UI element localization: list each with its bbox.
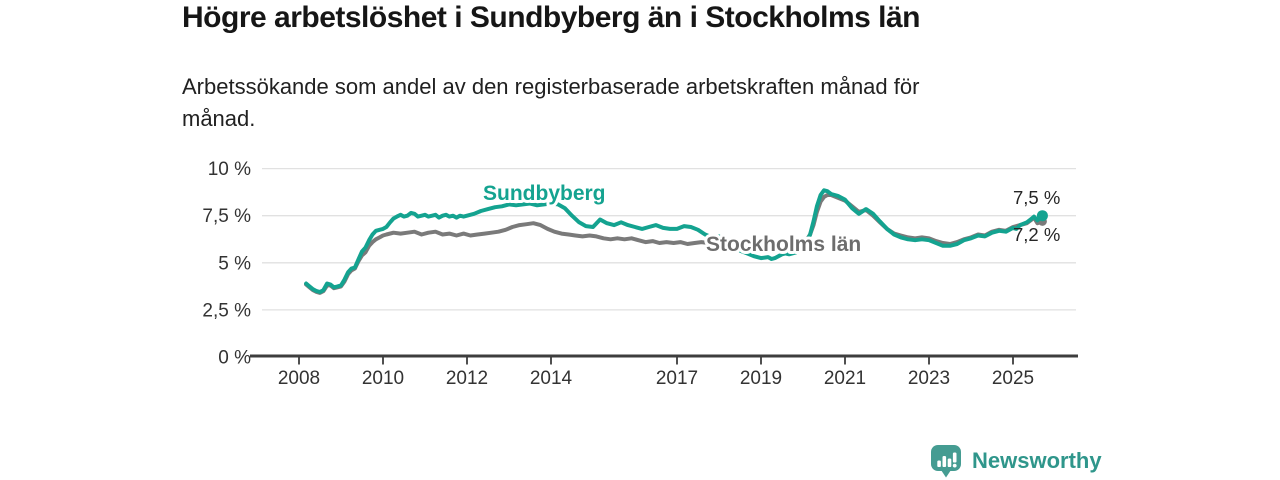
chart-subtitle: Arbetssökande som andel av den registerb… [182,71,919,135]
x-tick-label: 2010 [362,368,404,389]
chart-title: Högre arbetslöshet i Sundbyberg än i Sto… [182,1,920,34]
series-label-stockholms-lan: Stockholms län [706,233,861,256]
newsworthy-logo-text: Newsworthy [972,448,1102,473]
series-end-dot [1036,210,1048,222]
x-tick-label: 2014 [530,368,573,389]
series-lines-layer [304,188,1048,295]
y-tick-label: 5 % [218,253,251,274]
x-tick-label: 2021 [824,368,866,389]
series-line-stockholms-lan [304,193,1045,295]
chart-subtitle-line2: månad. [182,106,256,131]
end-value-label-stockholms-lan: 7,2 % [1013,224,1060,245]
x-tick-label: 2008 [278,368,320,389]
y-tick-label: 2,5 % [202,300,251,321]
x-tick-label: 2025 [992,368,1034,389]
chart-subtitle-line1: Arbetssökande som andel av den registerb… [182,74,920,99]
newsworthy-logo-icon [931,445,961,478]
newsworthy-logo: Newsworthy [930,444,1102,478]
y-tick-label: 7,5 % [202,206,251,227]
axis-layer: 0 % 2,5 % 5 % 7,5 % 10 % 2008 2010 2012 2014 2017… [202,159,1034,389]
gridlines-layer [250,167,1078,358]
x-tick-label: 2019 [740,368,782,389]
x-tick-label: 2012 [446,368,488,389]
x-tick-label: 2023 [908,368,950,389]
y-tick-label: 10 % [208,159,251,180]
series-line-sundbyberg [304,188,1045,294]
y-tick-label: 0 % [218,348,251,369]
end-value-label-sundbyberg: 7,5 % [1013,187,1060,208]
series-label-sundbyberg: Sundbyberg [483,182,606,205]
x-tick-label: 2017 [656,368,698,389]
